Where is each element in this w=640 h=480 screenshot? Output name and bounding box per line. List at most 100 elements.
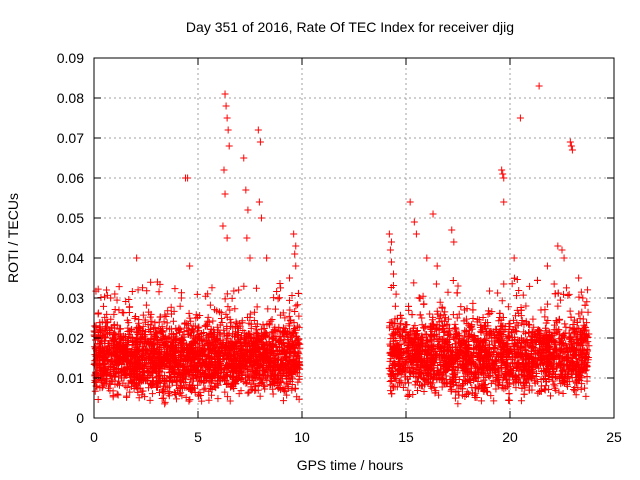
data-point: [119, 379, 127, 387]
data-point: [239, 358, 247, 366]
data-point: [124, 345, 132, 353]
data-point: [133, 336, 141, 344]
data-point: [273, 287, 281, 295]
data-point: [132, 375, 140, 383]
data-point: [277, 284, 285, 292]
data-point: [253, 358, 261, 366]
data-point: [240, 282, 248, 290]
data-point: [144, 384, 152, 392]
data-point: [221, 295, 229, 303]
data-point: [104, 384, 112, 392]
data-point: [260, 381, 268, 389]
data-point: [239, 346, 247, 354]
data-point: [206, 301, 214, 309]
data-point: [178, 337, 186, 345]
data-point: [186, 347, 194, 355]
data-point: [169, 317, 177, 325]
data-point: [261, 383, 269, 391]
data-point: [128, 287, 136, 295]
data-point: [160, 382, 168, 390]
data-point: [94, 395, 102, 403]
data-point: [184, 356, 192, 364]
data-point: [120, 309, 128, 317]
data-point: [101, 369, 109, 377]
data-point: [258, 375, 266, 383]
data-point: [124, 337, 132, 345]
data-point: [269, 363, 277, 371]
data-point: [222, 341, 230, 349]
data-point: [293, 351, 301, 359]
data-point: [260, 332, 268, 340]
data-point: [203, 375, 211, 383]
data-point: [281, 328, 289, 336]
data-point: [237, 387, 245, 395]
data-point: [247, 383, 255, 391]
data-point: [136, 384, 144, 392]
data-point: [288, 340, 296, 348]
data-point: [112, 359, 120, 367]
data-point: [142, 301, 150, 309]
data-point: [200, 379, 208, 387]
data-point: [232, 318, 240, 326]
data-point: [213, 307, 221, 315]
data-point: [242, 363, 250, 371]
data-point: [184, 368, 192, 376]
data-point: [125, 359, 133, 367]
data-point: [143, 287, 151, 295]
data-point: [290, 328, 298, 336]
data-point: [223, 290, 231, 298]
data-point: [161, 400, 169, 408]
data-point: [154, 368, 162, 376]
data-point: [185, 351, 193, 359]
data-point: [195, 392, 203, 400]
data-point: [223, 380, 231, 388]
data-point: [281, 342, 289, 350]
data-point: [224, 369, 232, 377]
data-point: [171, 370, 179, 378]
data-point: [235, 373, 243, 381]
data-point: [208, 385, 216, 393]
data-point: [171, 336, 179, 344]
data-point: [176, 338, 184, 346]
data-point: [224, 350, 232, 358]
data-point: [101, 343, 109, 351]
data-point: [226, 397, 234, 405]
data-point: [114, 391, 122, 399]
data-point: [220, 330, 228, 338]
data-point: [170, 347, 178, 355]
data-point: [115, 283, 123, 291]
data-point: [291, 307, 299, 315]
data-point: [291, 385, 299, 393]
data-point: [101, 378, 109, 386]
data-point: [247, 348, 255, 356]
data-point: [195, 323, 203, 331]
data-point: [93, 383, 101, 391]
data-point: [227, 355, 235, 363]
data-point: [231, 351, 239, 359]
data-point: [294, 349, 302, 357]
data-point: [109, 333, 117, 341]
data-point: [141, 345, 149, 353]
data-point: [289, 358, 297, 366]
data-point: [277, 336, 285, 344]
data-point: [276, 311, 284, 319]
data-point: [241, 356, 249, 364]
data-point: [126, 388, 134, 396]
data-point: [283, 354, 291, 362]
data-point: [260, 325, 268, 333]
data-point: [256, 392, 264, 400]
data-point: [187, 363, 195, 371]
data-point: [108, 324, 116, 332]
data-point: [107, 315, 115, 323]
data-point: [100, 360, 108, 368]
data-point: [209, 347, 217, 355]
data-point: [142, 356, 150, 364]
data-point: [268, 315, 276, 323]
data-point: [155, 288, 163, 296]
data-point: [250, 308, 258, 316]
data-point: [171, 285, 179, 293]
data-point: [279, 397, 287, 405]
data-point: [154, 383, 162, 391]
data-point: [170, 307, 178, 315]
data-point: [172, 353, 180, 361]
